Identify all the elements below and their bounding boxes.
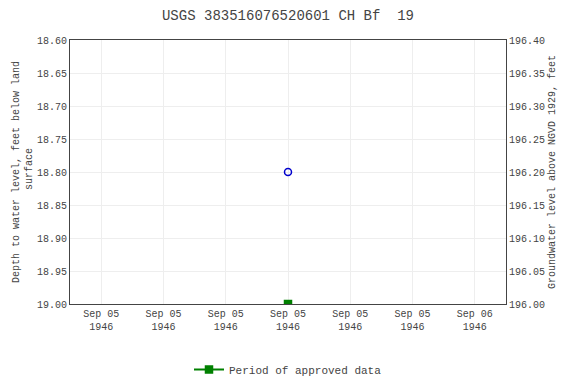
svg-text:18.75: 18.75 <box>37 135 67 146</box>
svg-text:18.60: 18.60 <box>37 36 67 47</box>
svg-text:196.05: 196.05 <box>509 267 545 278</box>
svg-text:18.90: 18.90 <box>37 234 67 245</box>
svg-text:Sep 051946: Sep 051946 <box>332 309 368 333</box>
svg-text:Sep 051946: Sep 051946 <box>270 309 306 333</box>
svg-text:18.80: 18.80 <box>37 168 67 179</box>
svg-text:Sep 051946: Sep 051946 <box>145 309 181 333</box>
svg-text:196.15: 196.15 <box>509 201 545 212</box>
svg-text:18.65: 18.65 <box>37 69 67 80</box>
svg-text:196.35: 196.35 <box>509 69 545 80</box>
svg-text:Sep 051946: Sep 051946 <box>83 309 119 333</box>
svg-text:196.30: 196.30 <box>509 102 545 113</box>
svg-text:USGS 383516076520601 CH Bf 19: USGS 383516076520601 CH Bf 19 <box>162 8 414 24</box>
svg-text:196.20: 196.20 <box>509 168 545 179</box>
svg-text:Sep 061946: Sep 061946 <box>457 309 493 333</box>
svg-text:196.00: 196.00 <box>509 300 545 311</box>
svg-text:18.70: 18.70 <box>37 102 67 113</box>
svg-text:Sep 051946: Sep 051946 <box>395 309 431 333</box>
svg-text:Period of approved data: Period of approved data <box>229 365 381 377</box>
svg-text:18.85: 18.85 <box>37 201 67 212</box>
svg-text:19.00: 19.00 <box>37 300 67 311</box>
svg-text:196.10: 196.10 <box>509 234 545 245</box>
svg-text:196.25: 196.25 <box>509 135 545 146</box>
svg-text:196.40: 196.40 <box>509 36 545 47</box>
svg-text:Sep 051946: Sep 051946 <box>208 309 244 333</box>
svg-text:Groundwater level above NGVD 1: Groundwater level above NGVD 1929, feet <box>547 55 558 289</box>
svg-text:18.95: 18.95 <box>37 267 67 278</box>
svg-text:Depth to water level, feet bel: Depth to water level, feet below land su… <box>11 61 35 283</box>
